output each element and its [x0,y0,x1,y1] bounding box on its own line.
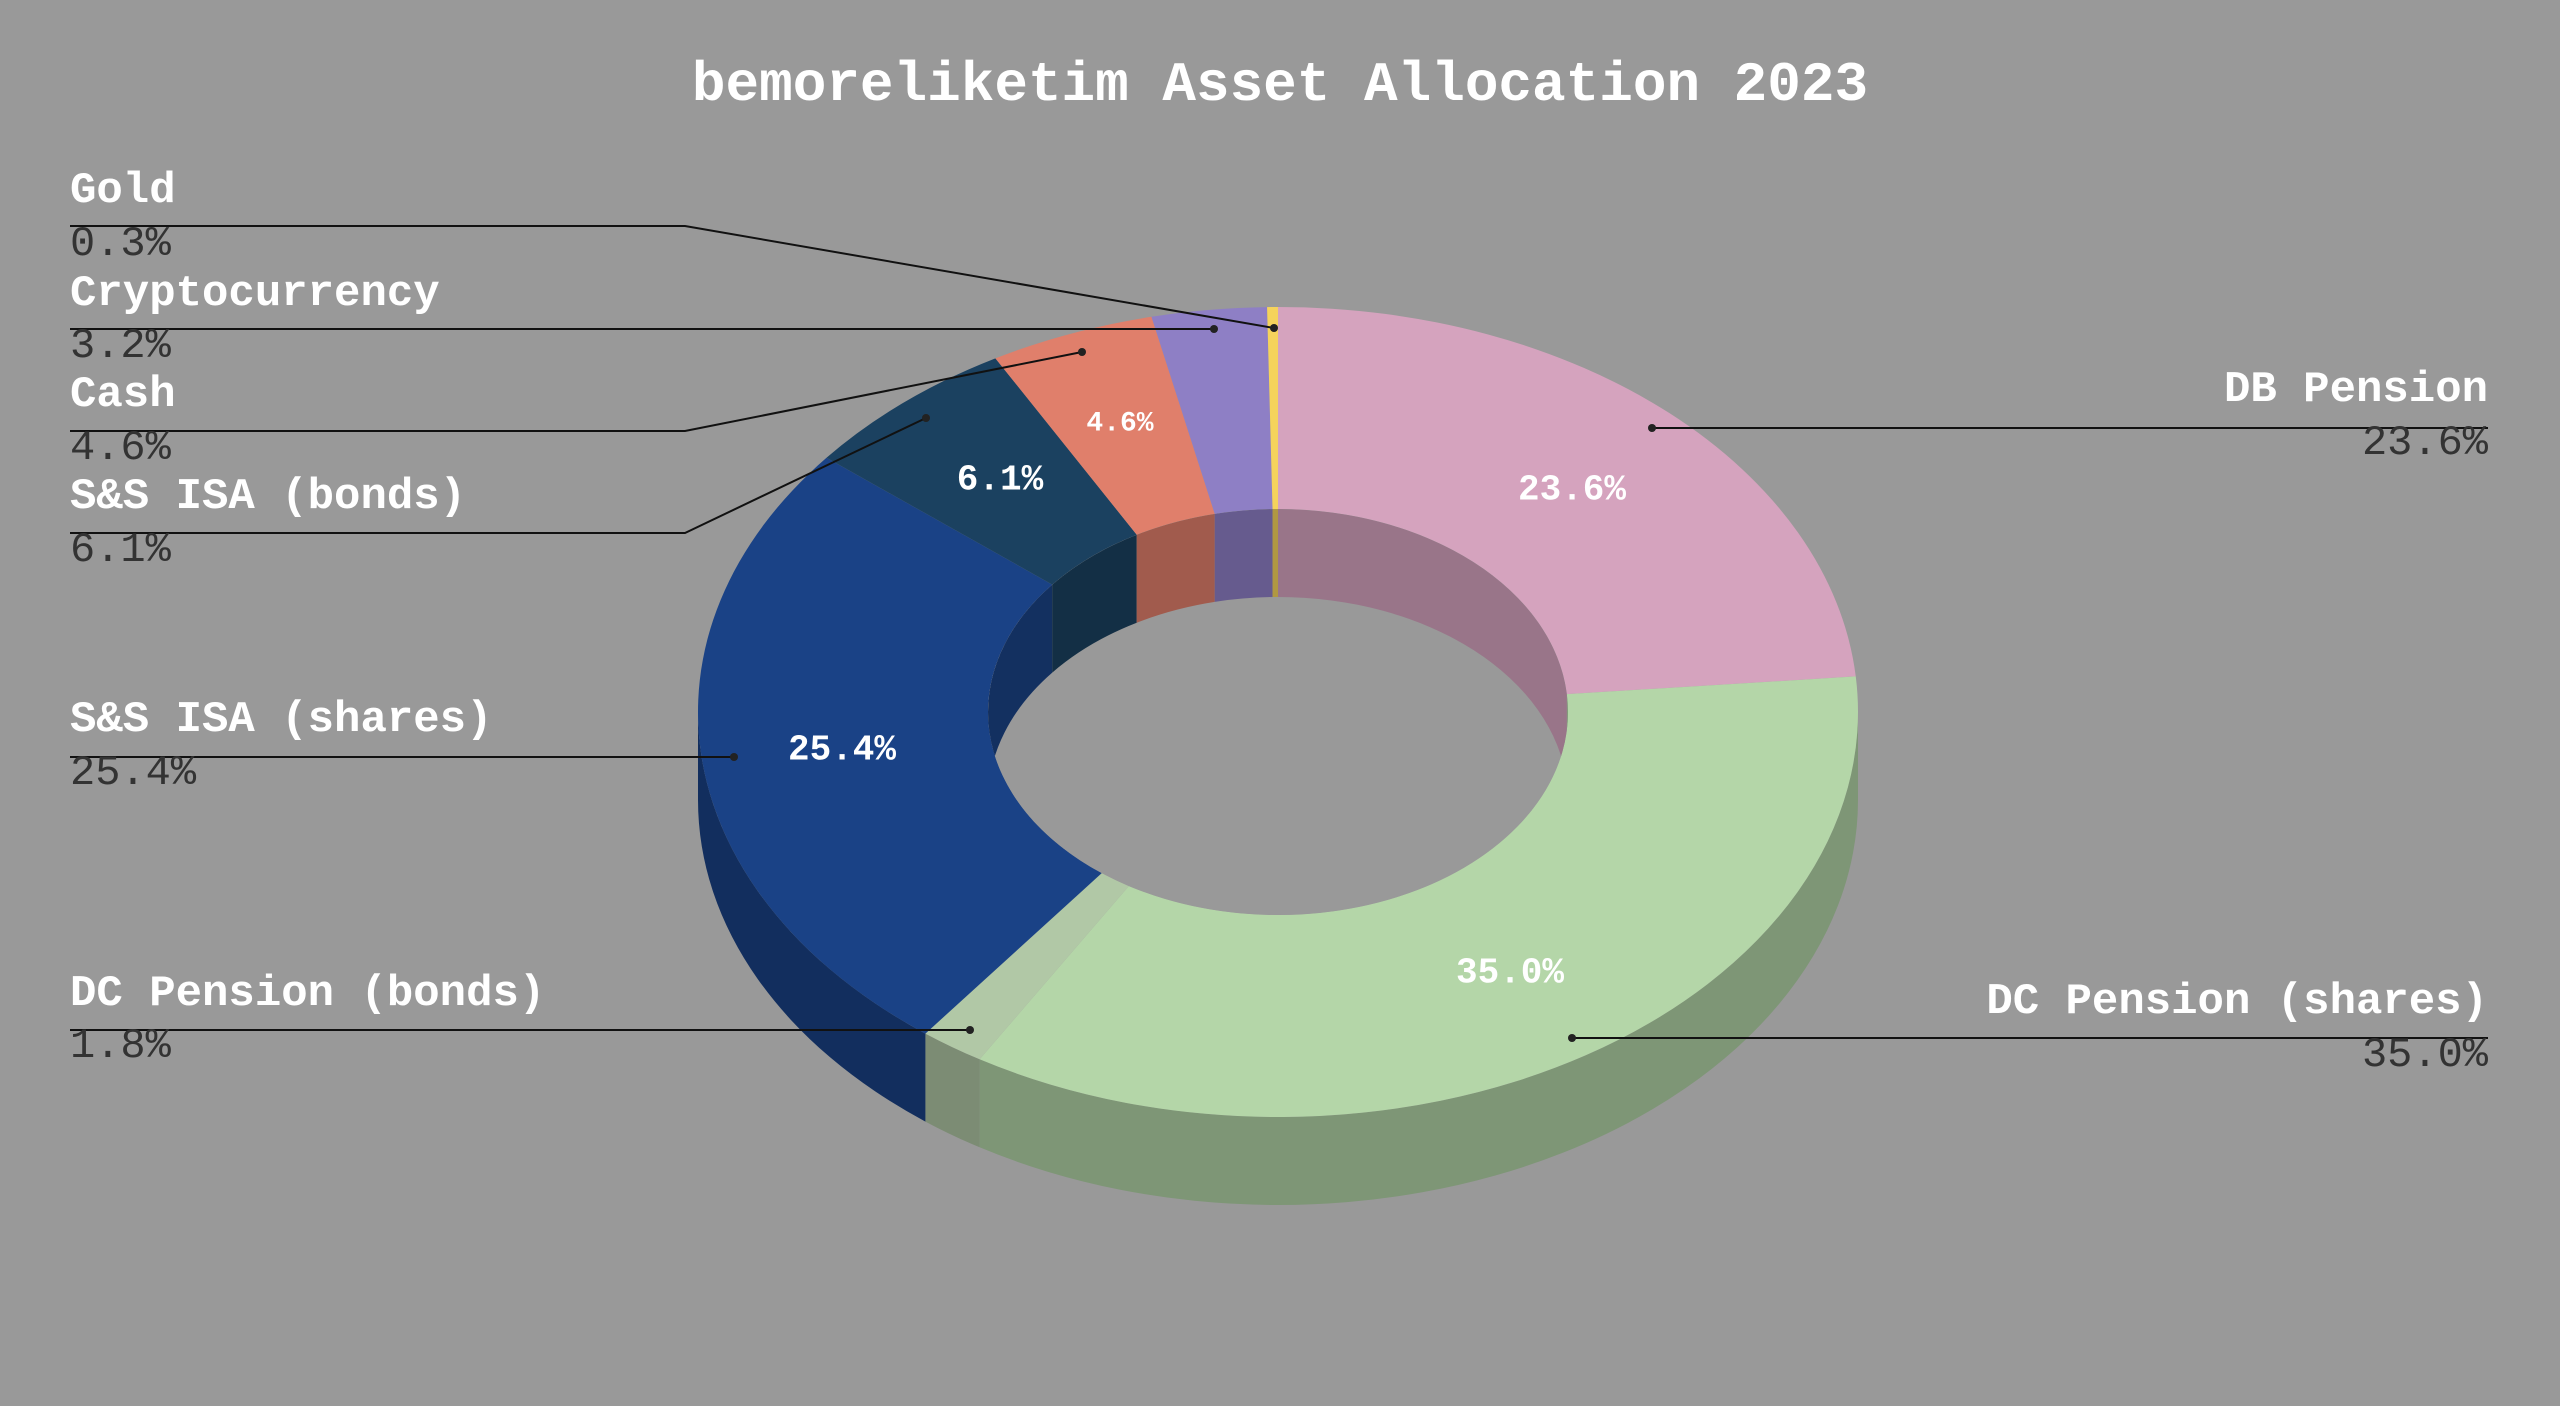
slice-inner-wall-cash-1 [1136,513,1215,623]
leader-line-cash [70,351,1083,432]
leader-dot-dc-pension-shares [1568,1034,1576,1042]
label-value-cash: 4.6% [70,424,172,472]
leader-line-sands-isa-bonds [70,417,927,534]
label-cash: Cash [70,370,176,420]
slice-inner-wall-gold-1 [1272,509,1278,598]
slice-value-cash: 4.6% [1086,408,1153,439]
slice-value-dc-pension-shares: 35.0% [1456,953,1564,994]
leader-dot-cash [1078,348,1086,356]
leader-dot-sands-isa-shares [730,753,738,761]
slice-cash [995,316,1215,535]
label-value-dc-pension-shares: 35.0% [2362,1031,2489,1079]
slice-inner-wall-sands-isa-bonds-1 [1052,534,1137,673]
label-value-sands-isa-shares: 25.4% [70,749,197,797]
slice-wall-dc-pension-bonds [925,1033,980,1148]
slice-inner-wall-cryptocurrency-1 [1214,509,1273,602]
slice-value-sands-isa-shares: 25.4% [788,730,896,771]
leader-line-gold [70,225,1275,329]
leader-dot-cryptocurrency [1210,325,1218,333]
label-db-pension: DB Pension [2224,365,2488,415]
label-value-cryptocurrency: 3.2% [70,322,172,370]
slice-dc-pension-shares [979,676,1858,1117]
slice-cryptocurrency [1151,307,1273,514]
chart-title: bemoreliketim Asset Allocation 2023 [692,53,1868,117]
slice-gold [1267,307,1278,510]
slice-wall-dc-pension-shares [979,712,1859,1205]
label-value-dc-pension-bonds: 1.8% [70,1022,172,1070]
label-cryptocurrency: Cryptocurrency [70,269,440,319]
label-dc-pension-bonds: DC Pension (bonds) [70,969,545,1019]
label-value-db-pension: 23.6% [2362,419,2489,467]
slice-value-sands-isa-bonds: 6.1% [957,460,1044,501]
label-gold: Gold [70,166,176,216]
label-sands-isa-bonds: S&S ISA (bonds) [70,472,466,522]
leader-dot-dc-pension-bonds [966,1026,974,1034]
label-value-gold: 0.3% [70,220,172,268]
label-dc-pension-shares: DC Pension (shares) [1986,977,2488,1027]
slice-db-pension [1278,307,1856,695]
slice-inner-wall-sands-isa-shares-1 [988,584,1053,800]
label-value-sands-isa-bonds: 6.1% [70,526,172,574]
leader-dot-gold [1270,324,1278,332]
slice-value-db-pension: 23.6% [1518,470,1626,511]
leader-dot-sands-isa-bonds [922,414,930,422]
slice-inner-wall-db-pension-0 [1278,509,1567,783]
slice-wall-sands-isa-shares [698,712,926,1122]
leader-dot-db-pension [1648,424,1656,432]
slice-sands-isa-bonds [826,358,1137,585]
slice-sands-isa-shares [698,457,1102,1034]
slice-dc-pension-bonds [925,873,1129,1060]
label-sands-isa-shares: S&S ISA (shares) [70,695,492,745]
